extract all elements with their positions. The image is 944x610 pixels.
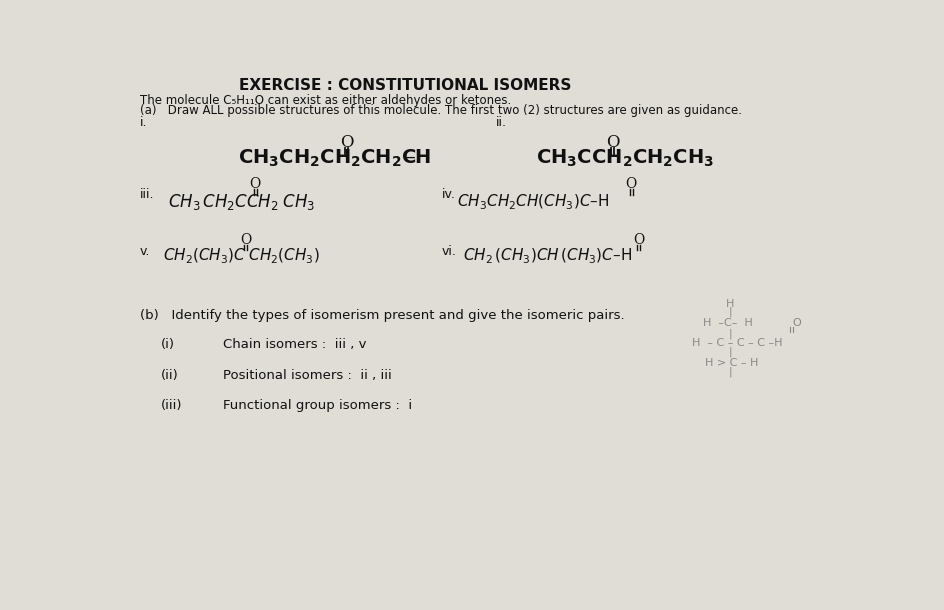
Text: O: O — [340, 134, 353, 151]
Text: $CH_3\,CH_2\overset{}{C}CH_2\;CH_3$: $CH_3\,CH_2\overset{}{C}CH_2\;CH_3$ — [168, 190, 316, 212]
Text: (iii): (iii) — [160, 400, 182, 412]
Text: |: | — [729, 367, 732, 377]
Text: (b)   Identify the types of isomerism present and give the isomeric pairs.: (b) Identify the types of isomerism pres… — [140, 309, 624, 322]
Text: O: O — [241, 232, 251, 246]
Text: (i): (i) — [160, 338, 175, 351]
Text: v.: v. — [140, 245, 150, 259]
Text: |: | — [729, 328, 732, 339]
Text: $CH_2(CH_3)\overset{}{C}\;CH_2(CH_3)$: $CH_2(CH_3)\overset{}{C}\;CH_2(CH_3)$ — [163, 244, 320, 265]
Text: H  – C – C – C –H: H – C – C – C –H — [692, 338, 782, 348]
Text: i.: i. — [140, 116, 147, 129]
Text: $\mathbf{CH_3CH_2CH_2CH_2C}$: $\mathbf{CH_3CH_2CH_2CH_2C}$ — [238, 147, 416, 168]
Text: H > C – H: H > C – H — [705, 357, 759, 368]
Text: $CH_2\,(CH_3)CH\,(CH_3)\overset{}{C}$–H: $CH_2\,(CH_3)CH\,(CH_3)\overset{}{C}$–H — [463, 244, 632, 265]
Text: vi.: vi. — [442, 245, 457, 259]
Text: |: | — [729, 307, 732, 317]
Text: O: O — [249, 177, 261, 191]
Text: (a)   Draw ALL possible structures of this molecule. The first two (2) structure: (a) Draw ALL possible structures of this… — [140, 104, 742, 118]
Text: (ii): (ii) — [160, 368, 178, 381]
Text: EXERCISE : CONSTITUTIONAL ISOMERS: EXERCISE : CONSTITUTIONAL ISOMERS — [239, 78, 571, 93]
Text: O: O — [792, 318, 801, 328]
Text: O: O — [633, 232, 645, 246]
Text: ii.: ii. — [497, 116, 507, 129]
Text: iv.: iv. — [442, 188, 456, 201]
Text: O: O — [626, 177, 636, 191]
Text: Positional isomers :  ii , iii: Positional isomers : ii , iii — [223, 368, 392, 381]
Text: $CH_3CH_2CH(CH_3)\overset{}{C}$–H: $CH_3CH_2CH(CH_3)\overset{}{C}$–H — [458, 190, 610, 212]
Text: $\mathbf{CH_3CCH_2CH_2CH_3}$: $\mathbf{CH_3CCH_2CH_2CH_3}$ — [536, 147, 715, 168]
Text: H: H — [726, 299, 734, 309]
Text: H  –C–  H: H –C– H — [703, 318, 753, 328]
Text: The molecule C₅H₁₁O can exist as either aldehydes or ketones.: The molecule C₅H₁₁O can exist as either … — [140, 94, 511, 107]
Text: O: O — [606, 134, 619, 151]
Text: $\mathbf{–H}$: $\mathbf{–H}$ — [405, 148, 431, 167]
Text: iii.: iii. — [140, 188, 154, 201]
Text: Chain isomers :  iii , v: Chain isomers : iii , v — [223, 338, 366, 351]
Text: |: | — [729, 346, 732, 357]
Text: Functional group isomers :  i: Functional group isomers : i — [223, 400, 412, 412]
